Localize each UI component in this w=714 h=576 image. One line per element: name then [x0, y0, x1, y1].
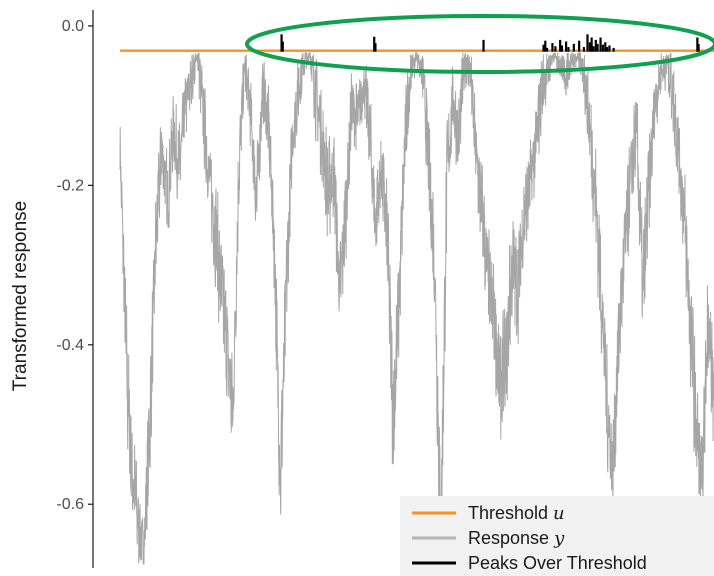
legend-label: Threshold u: [468, 503, 565, 524]
y-tick-label: 0.0: [62, 18, 84, 35]
y-tick-label: -0.4: [56, 337, 84, 354]
y-tick-label: -0.2: [56, 177, 84, 194]
legend-items: Threshold u Response y Peaks Over Threshol…: [412, 503, 647, 573]
peaks-highlight-ellipse: [245, 14, 714, 74]
response-series-line: [119, 51, 714, 565]
peaks-series: [280, 34, 700, 52]
y-axis-title: Transformed response: [10, 201, 31, 391]
plot-area: [119, 14, 714, 565]
y-ticks: 0.0 -0.2 -0.4 -0.6: [56, 18, 93, 513]
y-axis: 0.0 -0.2 -0.4 -0.6: [56, 10, 94, 568]
legend: Threshold u Response y Peaks Over Threshol…: [400, 496, 714, 576]
y-tick-label: -0.6: [56, 496, 84, 513]
legend-label: Response y: [468, 528, 565, 549]
legend-label: Peaks Over Threshold: [468, 553, 647, 573]
